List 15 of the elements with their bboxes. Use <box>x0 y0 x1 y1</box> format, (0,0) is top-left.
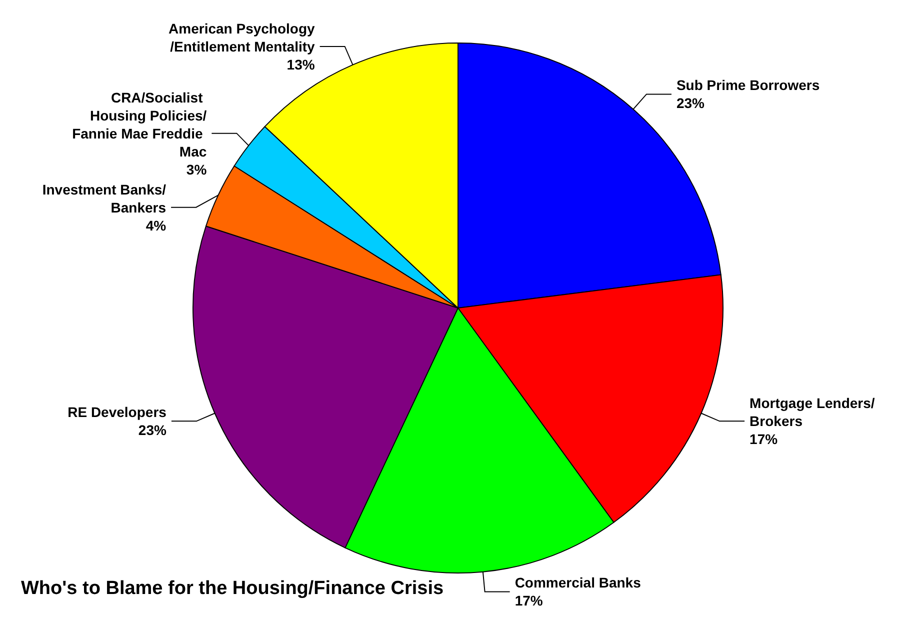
slice-label: American Psychology/Entitlement Mentality <box>168 20 316 54</box>
data-label: 23% <box>676 95 706 112</box>
slice-label: Mortgage Lenders/Brokers <box>750 395 875 430</box>
data-label: 23% <box>138 422 167 438</box>
slice-label: CRA/Socialist Housing Policies/Fannie Mae Freddie Mac <box>72 89 207 160</box>
data-label: 17% <box>514 592 544 609</box>
data-label: 3% <box>186 161 208 178</box>
data-label: 17% <box>750 431 778 448</box>
slice-label: Investment Banks/Bankers <box>42 181 166 216</box>
text: Who's to Blame for the Housing/Finance Crisis <box>21 578 444 599</box>
slice-label: RE Developers <box>68 404 167 420</box>
slice-label: Sub Prime Borrowers <box>676 77 820 94</box>
data-label: 13% <box>286 56 316 72</box>
slice-label: Commercial Banks <box>514 574 642 591</box>
data-label: 4% <box>146 217 167 234</box>
